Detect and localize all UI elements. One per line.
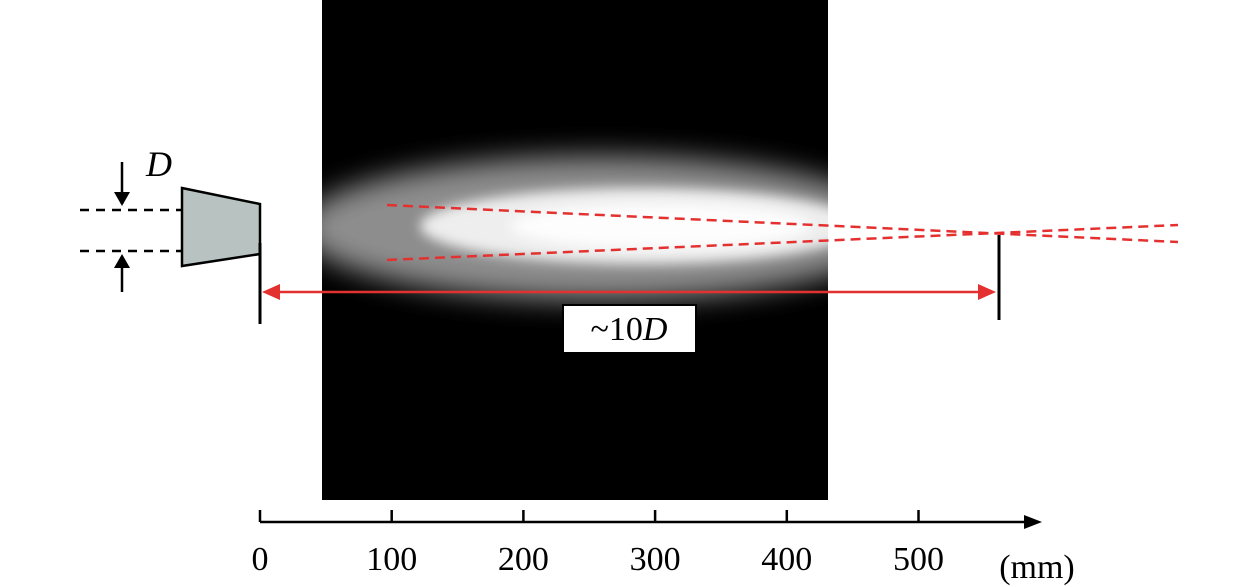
diameter-arrowhead-bottom <box>114 254 130 268</box>
distance-label-symbol: D <box>642 311 668 348</box>
nozzle <box>180 186 262 268</box>
x-axis-arrowhead <box>1024 515 1042 529</box>
plume-boundary-upper <box>386 203 1179 244</box>
distance-label-prefix: ~10 <box>591 311 643 348</box>
diameter-label: D <box>145 144 172 184</box>
x-axis-tick-label: 300 <box>630 541 681 578</box>
distance-label-box: ~10D <box>562 304 697 354</box>
x-axis-tick-label: 0 <box>252 541 269 578</box>
distance-label-background <box>562 304 697 354</box>
plume-image <box>322 0 828 500</box>
x-axis-tick-label: 500 <box>893 541 944 578</box>
distance-label: ~10D <box>591 311 668 348</box>
diameter-arrowhead-top <box>114 192 130 206</box>
x-axis-unit: (mm) <box>999 549 1075 586</box>
plume-boundary-lower <box>386 223 1179 262</box>
x-axis-tick-label: 400 <box>761 541 812 578</box>
plume-glow-core <box>510 204 810 248</box>
x-axis-tick-label: 200 <box>498 541 549 578</box>
distance-arrowhead-left <box>262 284 280 300</box>
distance-arrowhead-right <box>978 284 996 300</box>
x-axis: (mm) 0 100 200 300 400 500 <box>252 510 1075 586</box>
x-axis-tick-label: 100 <box>366 541 417 578</box>
